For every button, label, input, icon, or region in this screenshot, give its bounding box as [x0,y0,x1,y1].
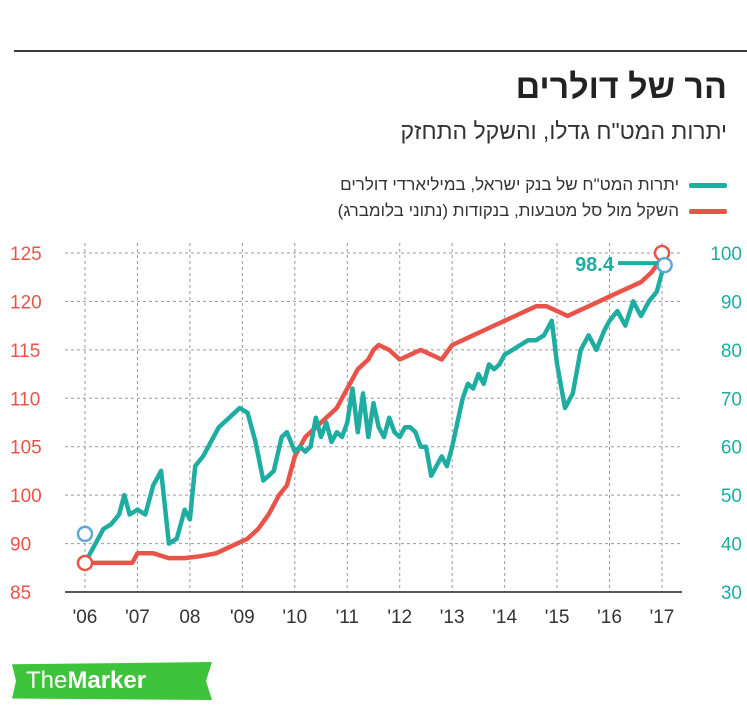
x-tick-label: '17 [650,607,675,628]
x-tick-label: '09 [230,607,255,628]
shekel-start-marker [76,554,94,572]
line-chart: '06 '07 08 '09 '10 '11 '12 '13 '14 '15 '16 '17 125 12… [10,243,742,628]
top-rule [14,50,747,52]
y-left-tick-label: 100 [10,486,42,507]
y-right-tick-label: 50 [721,486,742,507]
y-left-tick-label: 115 [10,341,40,362]
x-tick-label: '15 [545,607,570,628]
x-tick-label: '13 [440,607,465,628]
legend-item-shekel: השקל מול סל מטבעות, בנקודות (נתוני בלומב… [338,198,727,224]
x-tick-label: '10 [282,607,307,628]
y-left-tick-label: 125 [10,244,42,265]
reserves-end-marker [656,256,673,274]
legend: יתרות המט"ח של בנק ישראל, במיליארדי דולר… [338,172,727,224]
legend-item-reserves: יתרות המט"ח של בנק ישראל, במיליארדי דולר… [338,172,727,198]
y-right-tick-label: 40 [721,535,742,556]
y-left-tick-label: 120 [10,292,42,313]
annotation-label: 98.4 [575,254,615,276]
x-tick-label: '06 [73,607,98,628]
y-left-tick-label: 105 [10,438,42,459]
y-left-tick-label: 85 [10,583,31,604]
y-right-tick-label: 30 [721,583,742,604]
x-tick-label: '07 [125,607,150,628]
chart-title: הר של דולרים [515,68,727,106]
y-left-tick-label: 90 [10,535,31,556]
logo-text-bold: Marker [67,667,147,694]
y-right-tick-label: 80 [721,341,742,362]
y-right-tick-label: 90 [721,292,742,313]
themarker-logo: TheMarker [12,662,212,700]
legend-label-reserves: יתרות המט"ח של בנק ישראל, במיליארדי דולר… [340,175,679,194]
reserves-series-line [82,270,665,566]
y-right-tick-label: 100 [710,244,742,265]
legend-label-shekel: השקל מול סל מטבעות, בנקודות (נתוני בלומב… [337,201,679,220]
x-tick-label: '11 [336,607,359,628]
reserves-start-marker [76,525,94,543]
y-left-tick-label: 110 [10,389,40,410]
x-tick-label: '12 [387,607,412,628]
x-tick-label: '16 [597,607,622,628]
x-tick-label: '14 [492,607,517,628]
y-right-tick-label: 70 [721,389,742,410]
y-right-tick-label: 60 [721,438,742,459]
legend-swatch-shekel [689,208,727,214]
shekel-series-line [82,255,665,566]
legend-swatch-reserves [689,182,727,188]
logo-text-light: The [26,667,68,694]
x-tick-label: 08 [179,607,200,628]
chart-subtitle: יתרות המט"ח גדלו, והשקל התחזק [400,118,727,144]
